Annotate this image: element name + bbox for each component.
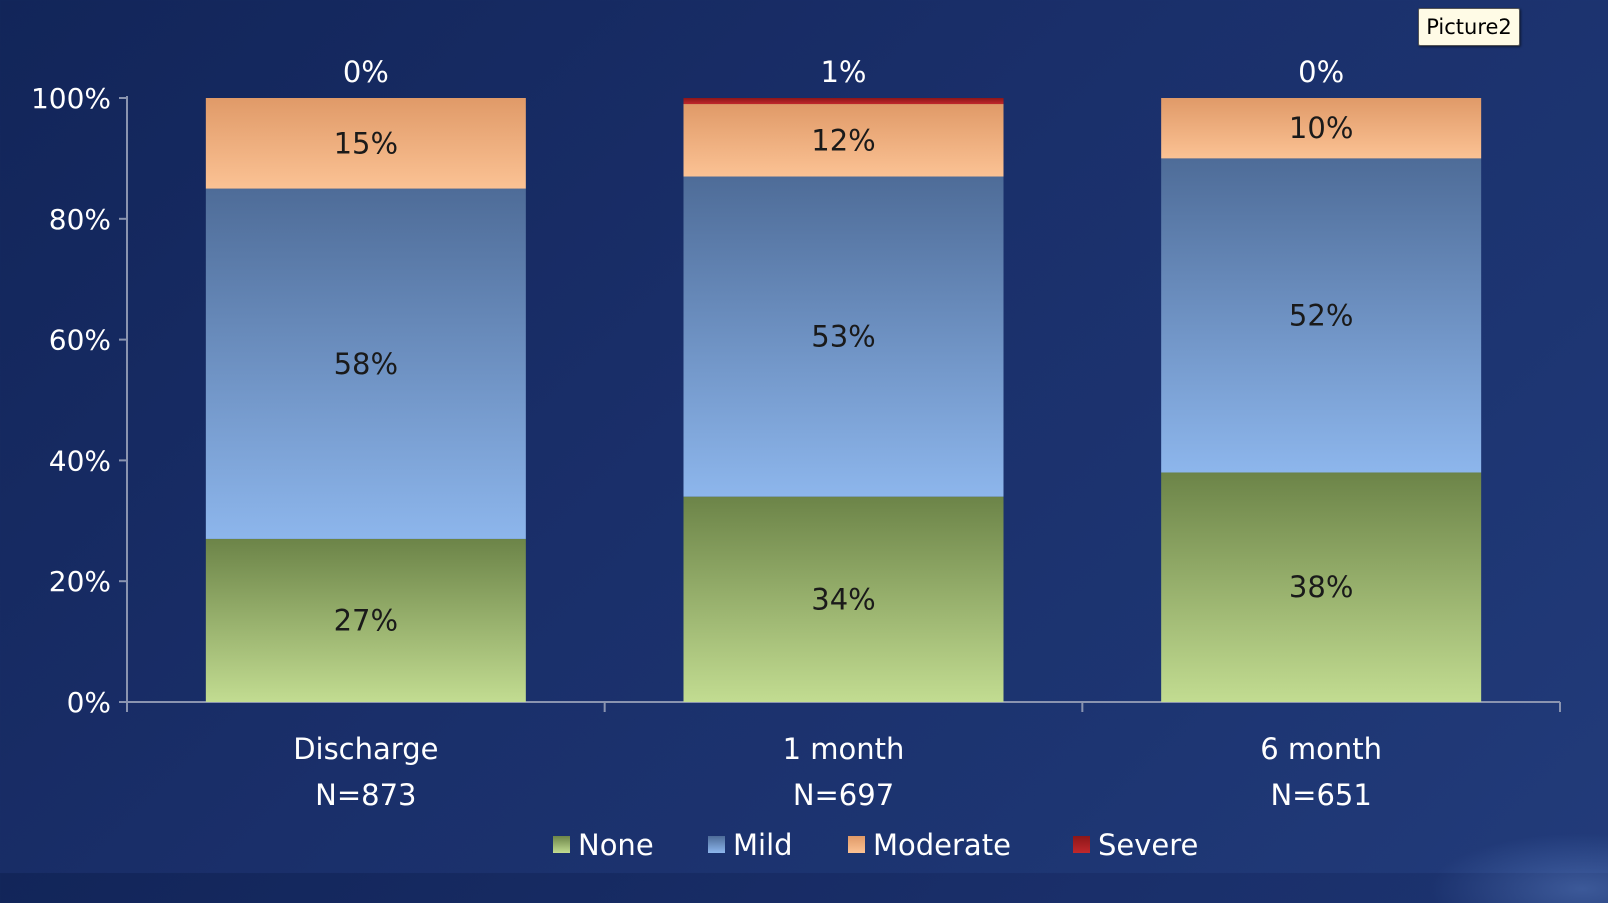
y-tick-label: 20%: [49, 565, 111, 598]
y-tick-label: 80%: [49, 203, 111, 236]
y-tick-label: 40%: [49, 444, 111, 477]
data-label-severe: 0%: [343, 55, 389, 89]
picture-tooltip: Picture2: [1418, 8, 1520, 46]
legend-swatch: [1073, 836, 1090, 853]
y-tick-label: 100%: [31, 82, 111, 115]
chart-bars: 27% 58% 15% 0% 34% 53% 12% 1% 38% 52% 10% 0%: [205, 55, 1482, 702]
data-label-none: 27%: [334, 603, 398, 637]
bar-stack-6-month: 38% 52% 10% 0%: [1161, 55, 1482, 702]
data-label-none: 34%: [811, 582, 875, 616]
data-label-moderate: 15%: [334, 126, 398, 160]
bar-segment-none: [1161, 472, 1482, 702]
chart-legend: None Mild Moderate Severe: [553, 828, 1198, 862]
legend-item-moderate: Moderate: [848, 828, 1011, 862]
legend-item-none: None: [553, 828, 654, 862]
stacked-bar-chart: 0% 20% 40% 60% 80% 100% 27% 58% 15% 0% 34% 53% 12% 1…: [31, 55, 1561, 862]
data-label-moderate: 10%: [1289, 111, 1353, 145]
x-category-label: 1 month: [783, 732, 905, 766]
x-category-count: N=651: [1270, 778, 1371, 812]
bar-stack-discharge: 27% 58% 15% 0%: [205, 55, 526, 702]
legend-swatch: [553, 836, 570, 853]
data-label-mild: 58%: [334, 347, 398, 381]
bar-segment-mild: [1161, 158, 1482, 473]
bar-segment-none: [205, 538, 526, 702]
data-label-severe: 0%: [1298, 55, 1344, 89]
bar-segment-mild: [205, 188, 526, 539]
data-label-none: 38%: [1289, 570, 1353, 604]
x-axis-labels: Discharge N=873 1 month N=697 6 month N=651: [293, 732, 1382, 812]
bar-segment-mild: [683, 176, 1004, 497]
legend-swatch: [848, 836, 865, 853]
legend-label: Moderate: [873, 828, 1011, 862]
bar-stack-1-month: 34% 53% 12% 1%: [683, 55, 1004, 702]
bar-segment-moderate: [1161, 98, 1482, 159]
legend-label: None: [578, 828, 654, 862]
y-tick-label: 0%: [67, 686, 111, 719]
legend-label: Severe: [1098, 828, 1198, 862]
x-category-count: N=697: [793, 778, 894, 812]
bar-segment-none: [683, 496, 1004, 702]
legend-swatch: [708, 836, 725, 853]
legend-item-severe: Severe: [1073, 828, 1198, 862]
x-category-label: 6 month: [1260, 732, 1382, 766]
x-category-label: Discharge: [293, 732, 438, 766]
y-tick-label: 60%: [49, 324, 111, 357]
data-label-moderate: 12%: [811, 123, 875, 157]
data-label-severe: 1%: [820, 55, 866, 89]
bar-segment-severe: [683, 98, 1004, 105]
x-category-count: N=873: [315, 778, 416, 812]
bar-segment-moderate: [683, 104, 1004, 177]
data-label-mild: 52%: [1289, 298, 1353, 332]
data-label-mild: 53%: [811, 320, 875, 354]
legend-label: Mild: [733, 828, 793, 862]
legend-item-mild: Mild: [708, 828, 793, 862]
bar-segment-moderate: [205, 98, 526, 189]
